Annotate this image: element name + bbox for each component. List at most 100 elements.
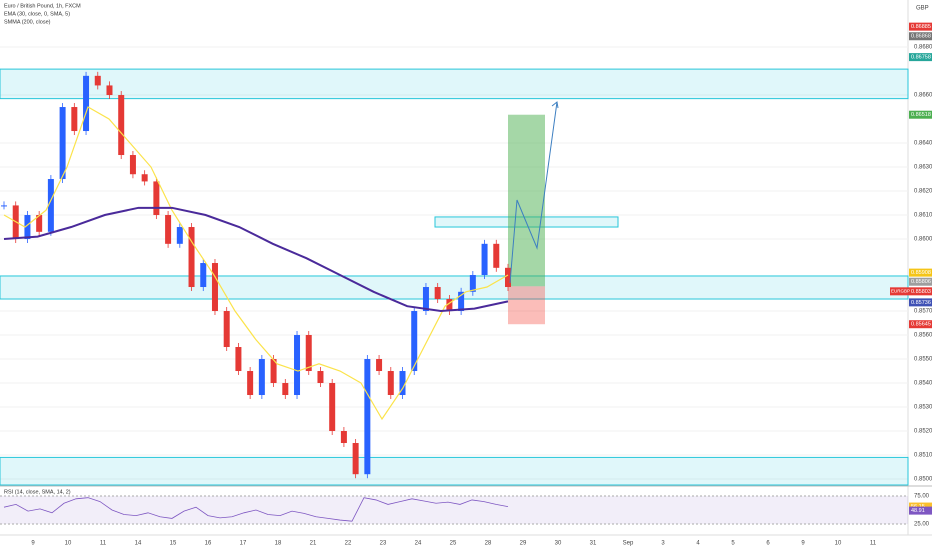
- rsi-badge: [909, 506, 932, 515]
- price-badge: [909, 320, 932, 329]
- x-tick-label: 11: [870, 541, 877, 547]
- candle: [223, 311, 230, 348]
- candle: [47, 179, 54, 232]
- x-tick-label: 4: [696, 541, 700, 547]
- price-badge: [909, 287, 932, 296]
- symbol-tag-bg: [890, 287, 909, 296]
- x-tick-label: 9: [31, 541, 35, 547]
- price-badge-label: 0.85806: [911, 279, 931, 285]
- candle: [176, 227, 183, 244]
- x-tick-label: 14: [135, 541, 142, 547]
- candle: [505, 267, 511, 288]
- candle: [211, 263, 218, 312]
- ema-line: [3, 106, 509, 421]
- price-badge: [909, 22, 932, 31]
- x-tick-label: 24: [415, 541, 422, 547]
- price-badge-label: 0.86758: [911, 55, 931, 61]
- loss-zone: [508, 286, 545, 325]
- price-badge-label: 0.85645: [911, 322, 931, 328]
- candle: [305, 335, 312, 372]
- x-tick-label: 22: [345, 541, 352, 547]
- candle: [200, 263, 207, 288]
- x-tick-label: 31: [590, 541, 597, 547]
- rsi-badge-label: 48.91: [911, 508, 925, 514]
- x-tick-label: 5: [731, 541, 735, 547]
- candle: [1, 205, 7, 207]
- candle: [282, 383, 289, 396]
- price-badge: [909, 268, 932, 277]
- projection: [509, 101, 559, 284]
- candle: [446, 299, 453, 312]
- price-badge: [909, 53, 932, 62]
- candle: [317, 371, 324, 384]
- smma-line: [3, 206, 509, 313]
- candle: [235, 347, 242, 372]
- x-tick-label: 17: [240, 541, 247, 547]
- candle: [153, 181, 160, 216]
- x-tick-label: 30: [555, 541, 562, 547]
- profit-zone: [508, 114, 545, 287]
- candle: [188, 227, 195, 288]
- candle: [422, 287, 429, 312]
- zone: [0, 456, 909, 486]
- rsi-badge: [909, 502, 932, 511]
- price-badge: [909, 110, 932, 119]
- x-tick-label: 15: [170, 541, 177, 547]
- symbol-tag: EURGBP: [891, 289, 910, 294]
- candle: [59, 107, 66, 180]
- x-tick-label: 10: [835, 541, 842, 547]
- candle: [469, 275, 476, 292]
- rsi-band: [0, 496, 908, 524]
- x-tick-label: 21: [310, 541, 317, 547]
- x-tick-label: Sep: [623, 541, 634, 547]
- symbol-title: Euro / British Pound, 1h, FXCM: [4, 3, 81, 9]
- rsi-line: [3, 497, 509, 522]
- x-tick-label: 18: [275, 541, 282, 547]
- price-badge-label: 0.85803: [911, 289, 931, 295]
- candle: [493, 243, 500, 268]
- candle: [481, 243, 488, 276]
- x-tick-label: 10: [65, 541, 72, 547]
- candle: [387, 371, 394, 396]
- candle: [258, 359, 265, 396]
- price-badge-label: 0.85736: [911, 300, 931, 306]
- x-tick-label: 23: [380, 541, 387, 547]
- candle: [458, 291, 465, 312]
- price-badge-label: 0.85908: [911, 270, 931, 276]
- price-badge-label: 0.86885: [911, 24, 931, 30]
- zone: [0, 275, 909, 300]
- price-badge-label: 0.86518: [911, 112, 931, 118]
- zone: [0, 68, 909, 100]
- candle: [141, 174, 148, 182]
- candle: [94, 75, 101, 86]
- candle: [118, 95, 125, 156]
- candle: [352, 443, 359, 475]
- x-tick-label: 11: [100, 541, 107, 547]
- candle: [340, 431, 347, 444]
- rsi-legend: RSI (14, close, SMA, 14, 2): [4, 489, 71, 495]
- candle: [247, 371, 254, 396]
- x-tick-label: 3: [661, 541, 665, 547]
- x-tick-label: 25: [450, 541, 457, 547]
- candle: [129, 155, 136, 175]
- x-tick-label: 9: [801, 541, 805, 547]
- candle: [434, 287, 441, 300]
- candle: [36, 215, 43, 232]
- rsi-tick-label: 25.00: [914, 522, 930, 528]
- candle: [411, 311, 418, 372]
- price-badge: [909, 32, 932, 41]
